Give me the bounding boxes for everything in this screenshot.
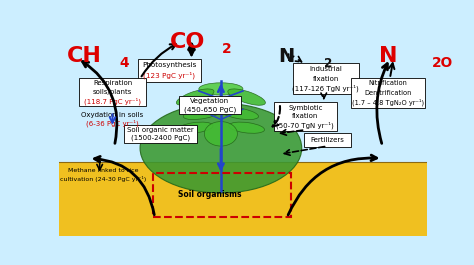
Text: (1500-2400 PgC): (1500-2400 PgC) bbox=[131, 135, 190, 141]
FancyBboxPatch shape bbox=[124, 125, 197, 143]
Text: CH: CH bbox=[66, 46, 101, 66]
Text: Oxydation in soils: Oxydation in soils bbox=[82, 112, 144, 118]
Text: Photosynthesis: Photosynthesis bbox=[142, 63, 197, 68]
Text: 4: 4 bbox=[119, 56, 129, 70]
Text: Vegetation: Vegetation bbox=[190, 98, 229, 104]
FancyBboxPatch shape bbox=[138, 59, 201, 82]
Text: Fertilizers: Fertilizers bbox=[310, 137, 344, 143]
Text: Nitrification: Nitrification bbox=[369, 81, 408, 86]
FancyBboxPatch shape bbox=[292, 63, 359, 94]
FancyBboxPatch shape bbox=[274, 102, 337, 131]
Text: (1.7 – 4.8 TgN₂O yr⁻¹): (1.7 – 4.8 TgN₂O yr⁻¹) bbox=[352, 99, 424, 106]
Ellipse shape bbox=[204, 122, 237, 146]
Text: Denitrification: Denitrification bbox=[365, 90, 412, 96]
Text: fixation: fixation bbox=[292, 113, 319, 120]
Text: (117-126 TgN yr⁻¹): (117-126 TgN yr⁻¹) bbox=[292, 85, 359, 92]
Text: (6-36 PgC yr⁻¹): (6-36 PgC yr⁻¹) bbox=[86, 120, 139, 127]
Text: (123 PgC yr⁻¹): (123 PgC yr⁻¹) bbox=[144, 72, 195, 80]
Text: 2: 2 bbox=[222, 42, 232, 56]
FancyBboxPatch shape bbox=[179, 96, 241, 114]
Ellipse shape bbox=[228, 89, 265, 105]
Text: Symbiotic: Symbiotic bbox=[288, 105, 323, 111]
FancyBboxPatch shape bbox=[303, 133, 351, 147]
Text: N: N bbox=[278, 47, 294, 66]
Text: cultivation (24-30 PgC yr⁻¹): cultivation (24-30 PgC yr⁻¹) bbox=[60, 176, 146, 182]
Text: N: N bbox=[379, 46, 397, 66]
Bar bbox=[59, 162, 427, 236]
Text: CO: CO bbox=[169, 32, 205, 52]
FancyBboxPatch shape bbox=[80, 78, 146, 106]
Text: (118.7 PgC yr⁻¹): (118.7 PgC yr⁻¹) bbox=[84, 97, 141, 105]
Ellipse shape bbox=[228, 122, 264, 133]
Ellipse shape bbox=[199, 83, 243, 95]
Text: Industrial: Industrial bbox=[309, 66, 342, 72]
Text: fixation: fixation bbox=[312, 76, 339, 82]
Text: Soil organic matter: Soil organic matter bbox=[127, 127, 194, 133]
Text: 2O: 2O bbox=[432, 56, 453, 70]
Ellipse shape bbox=[177, 122, 213, 133]
Ellipse shape bbox=[176, 89, 214, 105]
Text: soils/plants: soils/plants bbox=[93, 89, 132, 95]
Text: 2: 2 bbox=[324, 57, 332, 70]
Text: Respiration: Respiration bbox=[93, 80, 132, 86]
FancyBboxPatch shape bbox=[351, 78, 425, 108]
Text: (50-70 TgN yr⁻¹): (50-70 TgN yr⁻¹) bbox=[276, 122, 334, 129]
Ellipse shape bbox=[220, 107, 258, 120]
Ellipse shape bbox=[183, 107, 222, 120]
Text: Methane linked to rice: Methane linked to rice bbox=[68, 168, 138, 173]
Ellipse shape bbox=[140, 103, 301, 193]
Text: Soil organisms: Soil organisms bbox=[178, 189, 242, 198]
Text: (450-650 PgC): (450-650 PgC) bbox=[184, 106, 236, 113]
